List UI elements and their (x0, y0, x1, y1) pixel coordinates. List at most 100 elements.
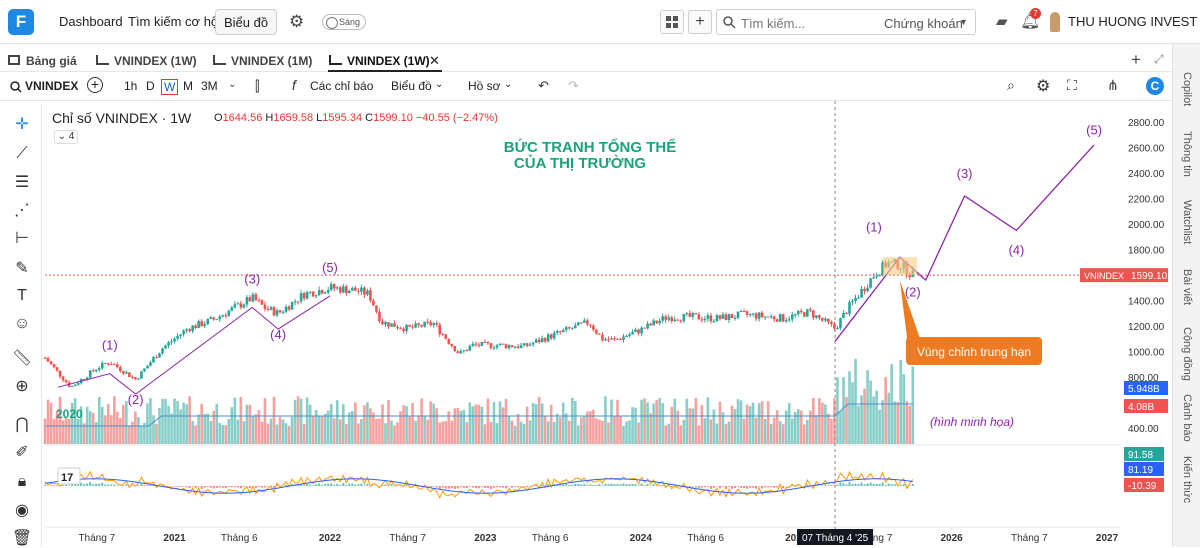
candle-body (532, 343, 535, 345)
user-name[interactable]: THU HUONG INVEST (1068, 14, 1197, 29)
theme-toggle[interactable]: Sáng (322, 14, 366, 30)
macd-histogram-bar (635, 484, 637, 486)
tab-price-board[interactable]: Bảng giá (26, 54, 77, 68)
candle-body (363, 288, 366, 295)
redo-icon[interactable]: ↷ (568, 78, 579, 94)
tab-vnindex-1w[interactable]: VNINDEX (1W) (114, 54, 197, 68)
chart-toolbar: VNINDEX + 1h D W M 3M ⌄ ⫿ f Các chỉ báo … (0, 73, 1172, 101)
timeframe-d[interactable]: D (146, 79, 155, 93)
app-logo[interactable]: F (8, 9, 34, 35)
nav-chart[interactable]: Biểu đồ (215, 9, 277, 35)
price-chart[interactable]: 2800.002600.002400.002200.002000.001800.… (0, 101, 1172, 547)
candle-body (258, 300, 261, 301)
macd-histogram-bar (517, 486, 519, 487)
volume-bar (366, 402, 369, 444)
candle-body (815, 315, 818, 317)
timeframe-1h[interactable]: 1h (124, 79, 137, 93)
price-axis-label: 2400.00 (1128, 169, 1165, 180)
candle-body (170, 341, 173, 342)
macd-histogram-bar (900, 485, 902, 486)
candle-body (381, 321, 384, 324)
candlestick-icon[interactable]: ⫿ (255, 78, 259, 95)
tab-copilot[interactable]: Copilot (1173, 64, 1200, 114)
volume-bar (905, 401, 908, 444)
macd-histogram-bar (342, 483, 344, 486)
volume-bar (360, 419, 363, 444)
chat-icon[interactable]: ▰ (996, 12, 1008, 30)
candle-body (366, 290, 369, 294)
volume-bar (372, 413, 375, 444)
chart-menu-button[interactable]: Biểu đồ (391, 79, 432, 93)
candle-body (354, 288, 357, 291)
candle-body (294, 301, 297, 302)
timeframe-m[interactable]: M (183, 79, 193, 93)
search-icon[interactable] (10, 81, 22, 93)
candle-body (348, 291, 351, 293)
tab-articles[interactable]: Bài viết (1173, 256, 1200, 318)
nav-dashboard[interactable]: Dashboard (59, 14, 123, 29)
profile-menu-button[interactable]: Hồ sơ (468, 79, 501, 93)
volume-bar (279, 417, 282, 444)
tradingview-logo-text: 17 (61, 472, 73, 484)
candle-body (215, 319, 218, 320)
volume-bar (860, 395, 863, 444)
indicators-button[interactable]: Các chỉ báo (310, 79, 373, 93)
chevron-down-icon[interactable]: ⌄ (228, 79, 236, 90)
search-category-select[interactable]: Chứng khoán (884, 16, 963, 31)
tab-community[interactable]: Cộng đồng (1173, 322, 1200, 386)
volume-bar (456, 408, 459, 444)
chart-icon (96, 55, 109, 65)
timeframe-w[interactable]: W (161, 79, 178, 95)
share-icon[interactable]: ⋔ (1107, 77, 1119, 94)
close-icon[interactable]: ✕ (429, 53, 440, 69)
macd-histogram-bar (882, 482, 884, 486)
candle-body (649, 324, 652, 326)
tab-knowledge[interactable]: Kiến thức (1173, 448, 1200, 512)
tab-vnindex-1w-active[interactable]: VNINDEX (1W) (347, 54, 430, 68)
volume-bar (77, 419, 80, 444)
undo-icon[interactable]: ↶ (538, 78, 549, 94)
volume-bar (619, 416, 622, 444)
volume-bar (881, 400, 884, 444)
timeframe-3m[interactable]: 3M (201, 79, 218, 93)
nav-opportunity-search[interactable]: Tìm kiếm cơ hội (128, 14, 221, 29)
volume-bar (761, 401, 764, 444)
candle-body (872, 277, 875, 278)
candle-body (830, 322, 833, 324)
macd-histogram-bar (565, 484, 567, 486)
zoom-icon[interactable]: ⌕ (1007, 77, 1015, 94)
settings-icon[interactable]: ⚙ (1036, 76, 1050, 96)
macd-histogram-bar (879, 484, 881, 486)
add-tab-icon[interactable]: + (1131, 50, 1141, 70)
macd-histogram-bar (698, 486, 700, 488)
tab-vnindex-1m[interactable]: VNINDEX (1M) (231, 54, 312, 68)
candle-body (833, 324, 836, 329)
tab-info[interactable]: Thông tin (1173, 122, 1200, 186)
macd-histogram-bar (496, 486, 498, 487)
volume-bar (152, 415, 155, 444)
candle-body (679, 321, 682, 322)
volume-bar (725, 424, 728, 444)
chart-icon (329, 55, 342, 65)
candle-body (779, 314, 782, 321)
add-icon[interactable]: + (688, 10, 712, 34)
avatar[interactable] (1050, 12, 1060, 32)
gear-icon[interactable]: ⚙ (289, 12, 304, 32)
candle-body (604, 339, 607, 340)
symbol-input[interactable]: VNINDEX (25, 79, 78, 93)
fullscreen-icon[interactable]: ⛶ (1067, 77, 1077, 94)
search-input[interactable]: Tìm kiếm... Chứng khoán ▼ (716, 9, 976, 35)
expand-icon[interactable]: ⤢ (1154, 52, 1164, 67)
tab-watchlist[interactable]: Watchlist (1173, 192, 1200, 252)
volume-bar (770, 424, 773, 444)
macd-histogram-bar (101, 483, 103, 486)
layout-grid-icon[interactable] (660, 10, 684, 34)
volume-bar (758, 403, 761, 444)
tab-alerts[interactable]: Cảnh báo (1173, 392, 1200, 444)
compare-add-icon[interactable]: + (87, 77, 103, 93)
macd-histogram-bar (125, 485, 127, 486)
candle-body (610, 338, 613, 339)
macd-histogram-bar (110, 484, 112, 486)
brand-c-icon[interactable]: C (1146, 77, 1164, 95)
volume-bar (246, 405, 249, 444)
